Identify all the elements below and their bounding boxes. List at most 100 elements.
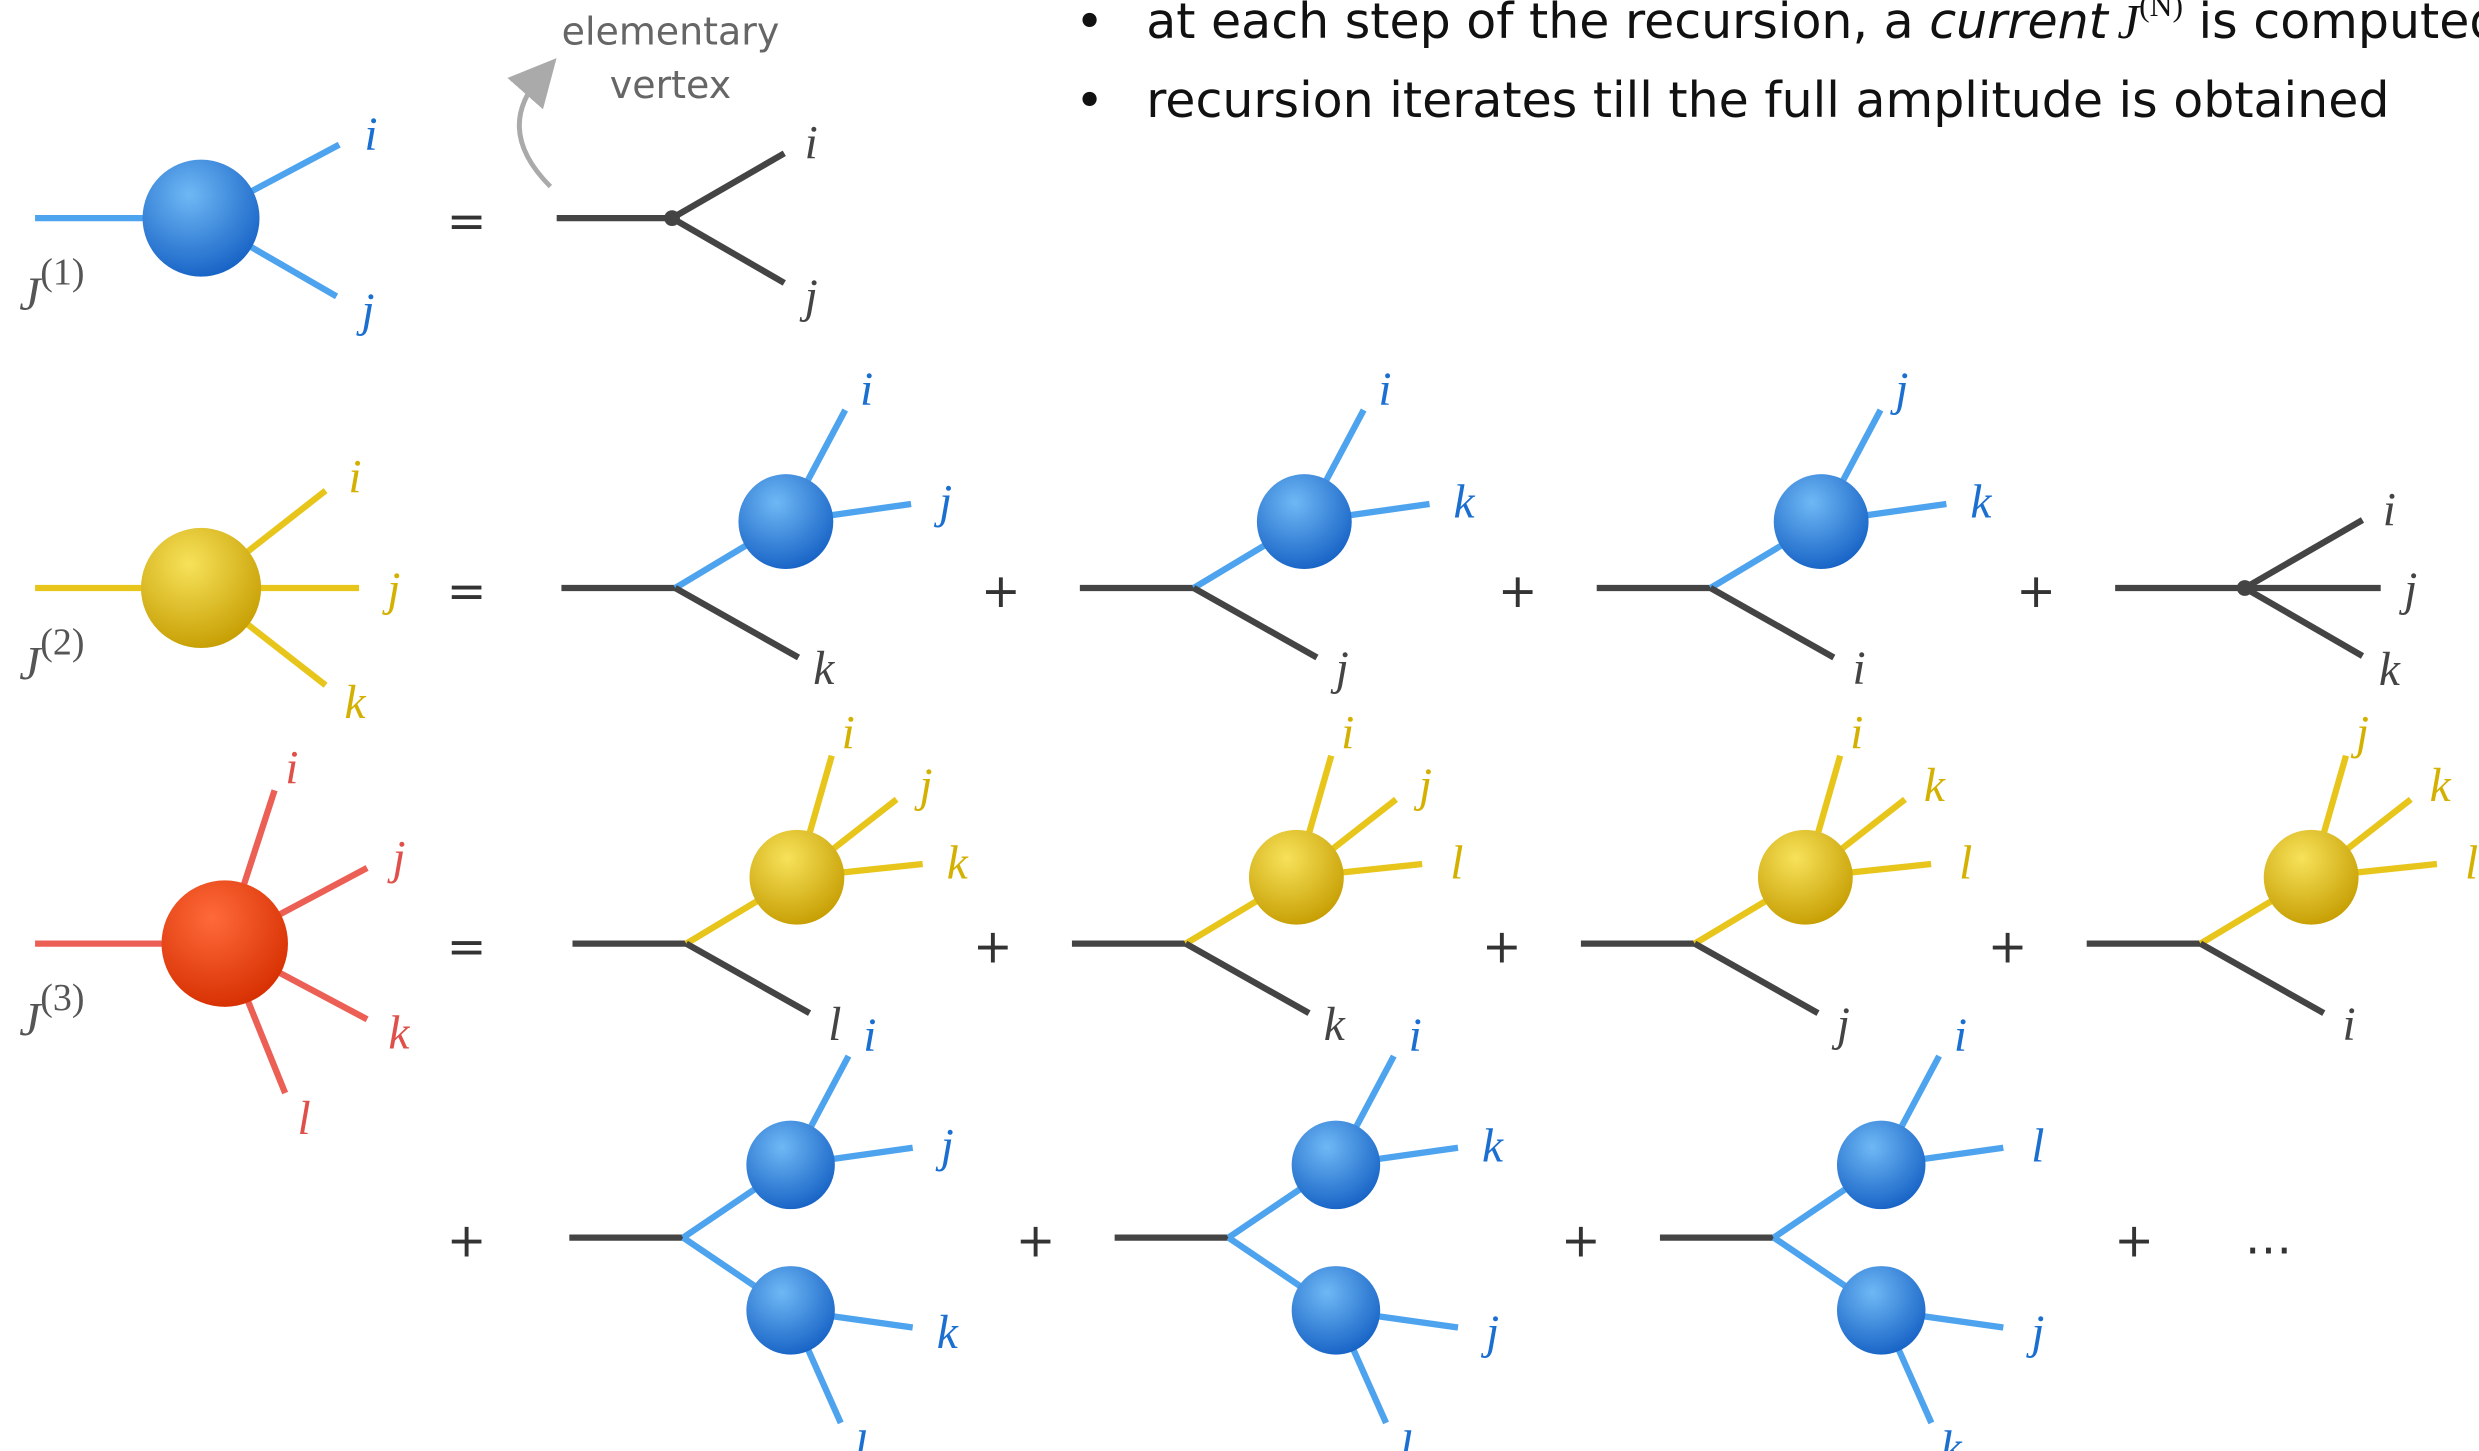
blob xyxy=(2263,829,2359,925)
ellipsis: … xyxy=(2245,1210,2292,1265)
leg-label: i xyxy=(285,742,298,794)
blob xyxy=(1836,1266,1926,1355)
bullet: recursion iterates till the full amplitu… xyxy=(1146,72,2389,129)
relation: = xyxy=(447,920,487,975)
leg-label: k xyxy=(2379,644,2401,696)
superscript: (2) xyxy=(40,621,84,663)
annotation-arrow xyxy=(507,58,557,189)
blob xyxy=(1757,829,1853,925)
leg-label: i xyxy=(1850,708,1863,760)
leg-label: l xyxy=(854,1422,867,1451)
blob xyxy=(142,159,260,277)
blob xyxy=(746,1266,835,1355)
operator: + xyxy=(1482,920,1522,975)
blob xyxy=(1773,474,1869,570)
symbol: J xyxy=(19,994,42,1046)
bullet-emph: current xyxy=(1929,0,2109,50)
leg-label: j xyxy=(2350,708,2369,760)
bullet-dot: • xyxy=(1075,72,1104,129)
leg-label: j xyxy=(913,760,932,812)
leg-label: j xyxy=(1831,999,1850,1051)
blob xyxy=(746,1120,835,1210)
leg-label: k xyxy=(2430,760,2452,812)
line xyxy=(1184,940,1311,1016)
operator: + xyxy=(1988,920,2028,975)
blob xyxy=(1291,1120,1381,1210)
relation: = xyxy=(447,564,487,619)
leg-label: i xyxy=(842,708,855,760)
leg-label: i xyxy=(2343,999,2356,1051)
leg-label: k xyxy=(1324,999,1346,1051)
leg-label: l xyxy=(1959,838,1972,890)
vertex-dot xyxy=(2236,580,2253,596)
leg-label: k xyxy=(937,1307,959,1359)
vertex-dot xyxy=(664,210,680,227)
leg-label: k xyxy=(1924,760,1946,812)
operator: + xyxy=(2114,1214,2154,1269)
blob xyxy=(161,880,288,1007)
leg-label: i xyxy=(364,109,377,161)
operator: + xyxy=(1016,1214,1056,1269)
line xyxy=(670,150,786,221)
operator: + xyxy=(1561,1214,1601,1269)
line xyxy=(670,215,786,286)
line xyxy=(1708,585,1836,661)
line xyxy=(2243,585,2365,659)
leg-label: l xyxy=(2031,1120,2044,1172)
leg-label: k xyxy=(1941,1422,1963,1451)
leg-label: i xyxy=(348,451,361,503)
blob xyxy=(738,474,834,570)
leg-label: i xyxy=(2383,484,2396,536)
leg-label: k xyxy=(1454,477,1476,529)
leg-label: k xyxy=(388,1007,410,1059)
relation: = xyxy=(447,194,487,249)
current-label: J(3) xyxy=(19,977,84,1046)
leg-label: i xyxy=(1341,708,1354,760)
leg-label: j xyxy=(1330,643,1349,695)
leg-label: l xyxy=(2465,838,2478,890)
bullet-text: is computed xyxy=(2183,0,2479,50)
leg-label: k xyxy=(1970,477,1992,529)
blob xyxy=(140,527,262,649)
leg-label: k xyxy=(947,838,969,890)
superscript: (3) xyxy=(40,977,84,1019)
symbol: J xyxy=(19,269,42,321)
leg-label: i xyxy=(1409,1010,1422,1062)
blob xyxy=(1256,474,1352,570)
blob xyxy=(749,829,845,925)
current-label: J(1) xyxy=(19,252,84,321)
bullet: at each step of the recursion, a current… xyxy=(1146,0,2479,50)
line xyxy=(2198,940,2326,1016)
bullet-superscript: (N) xyxy=(2139,0,2183,23)
leg-label: l xyxy=(828,999,841,1051)
leg-label: k xyxy=(813,643,835,695)
leg-label: i xyxy=(1954,1010,1967,1062)
operator: + xyxy=(2016,564,2056,619)
leg-label: j xyxy=(355,285,374,337)
leg-label: l xyxy=(298,1093,311,1145)
line xyxy=(1693,940,1820,1016)
leg-label: i xyxy=(863,1010,876,1062)
leg-label: l xyxy=(1450,838,1463,890)
leg-label: j xyxy=(1480,1307,1499,1359)
bullet-symbol: J xyxy=(2117,0,2141,49)
leg-label: j xyxy=(1889,364,1908,416)
line xyxy=(673,585,801,661)
leg-label: j xyxy=(386,832,405,884)
leg-label: i xyxy=(860,364,873,416)
superscript: (1) xyxy=(40,252,84,294)
operator: + xyxy=(1498,564,1538,619)
leg-label: j xyxy=(799,271,818,323)
leg-label: i xyxy=(805,118,818,170)
leg-label: j xyxy=(2025,1307,2044,1359)
bullet-dot: • xyxy=(1075,0,1104,50)
line xyxy=(684,940,812,1016)
blob xyxy=(1291,1266,1381,1355)
leg-label: i xyxy=(1853,643,1866,695)
operator: + xyxy=(981,564,1021,619)
relation: + xyxy=(447,1214,487,1269)
leg-label: j xyxy=(935,1120,954,1172)
leg-label: j xyxy=(381,564,400,616)
